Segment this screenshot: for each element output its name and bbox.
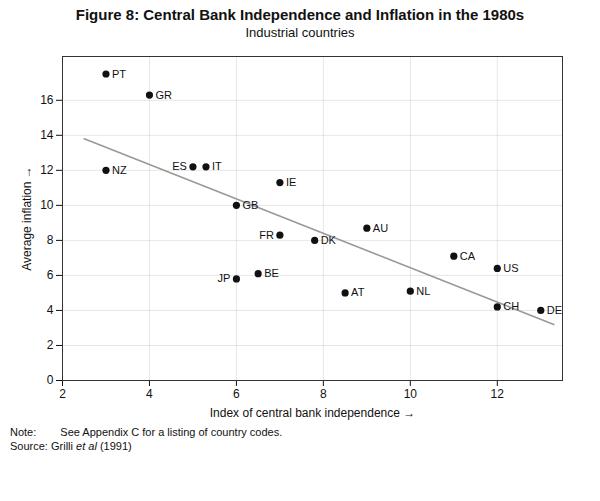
svg-text:ES: ES	[172, 160, 187, 172]
svg-text:IT: IT	[212, 160, 222, 172]
svg-text:CH: CH	[503, 300, 519, 312]
svg-text:AT: AT	[351, 286, 365, 298]
html-text:Industrial countries: Industrial countries	[245, 25, 355, 40]
svg-text:Average inflation →: Average inflation →	[20, 166, 34, 271]
svg-text:DE: DE	[547, 304, 562, 316]
svg-text:8: 8	[320, 387, 327, 401]
svg-text:JP: JP	[218, 272, 231, 284]
svg-text:12: 12	[491, 387, 505, 401]
svg-text:AU: AU	[373, 222, 388, 234]
svg-text:Index of central bank independ: Index of central bank independence →	[210, 406, 415, 420]
svg-text:IE: IE	[286, 176, 296, 188]
svg-text:GR: GR	[155, 89, 172, 101]
svg-text:DK: DK	[321, 234, 337, 246]
svg-text:10: 10	[404, 387, 418, 401]
svg-text:US: US	[503, 262, 518, 274]
svg-text:2: 2	[47, 338, 54, 352]
svg-text:GB: GB	[242, 199, 258, 211]
svg-text:16: 16	[40, 93, 54, 107]
svg-text:10: 10	[40, 198, 54, 212]
svg-text:0: 0	[47, 373, 54, 387]
html-text:See Appendix C for a listing o: See Appendix C for a listing of country …	[60, 426, 283, 438]
svg-text:4: 4	[146, 387, 153, 401]
svg-text:NZ: NZ	[112, 164, 127, 176]
svg-text:4: 4	[47, 303, 54, 317]
html-text:Note:: Note:	[10, 426, 37, 438]
svg-text:CA: CA	[460, 250, 476, 262]
svg-text:6: 6	[47, 268, 54, 282]
html-text:Figure 8: Central Bank Indepen: Figure 8: Central Bank Independence and …	[75, 6, 525, 23]
svg-text:8: 8	[47, 233, 54, 247]
svg-text:6: 6	[233, 387, 240, 401]
html-text:Source: Grilli et al (1991): Source: Grilli et al (1991)	[10, 440, 132, 452]
svg-text:FR: FR	[259, 229, 274, 241]
svg-text:PT: PT	[112, 68, 126, 80]
svg-text:14: 14	[40, 128, 54, 142]
svg-text:BE: BE	[264, 267, 279, 279]
svg-text:12: 12	[40, 163, 54, 177]
svg-text:2: 2	[59, 387, 66, 401]
svg-text:NL: NL	[416, 285, 430, 297]
